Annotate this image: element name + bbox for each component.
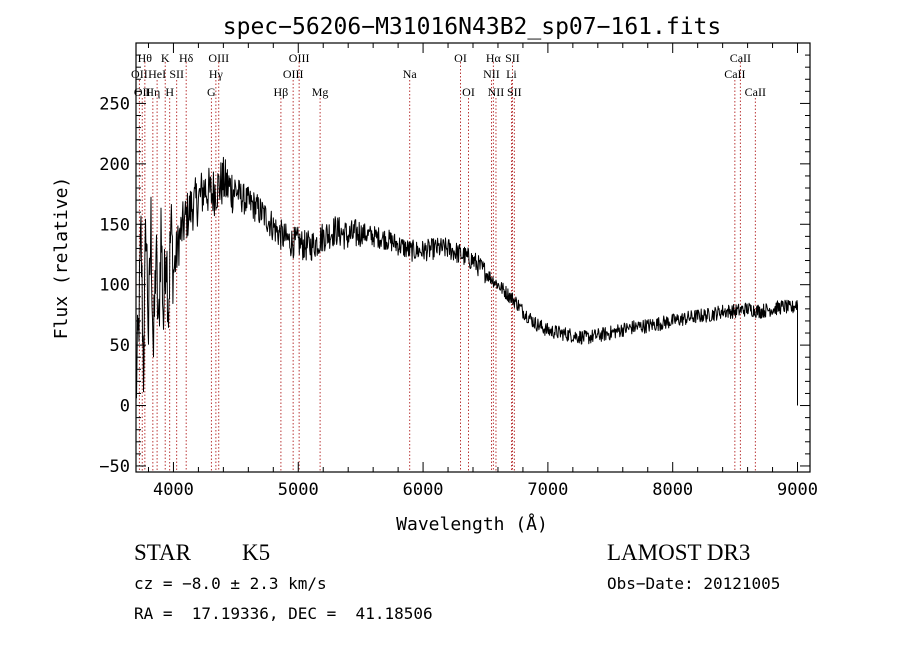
- chart-title: spec−56206−M31016N43B2_sp07−161.fits: [223, 14, 722, 40]
- line-label-18: OI: [462, 85, 475, 99]
- line-label-7: SII: [169, 67, 184, 81]
- line-label-6: H: [165, 85, 174, 99]
- line-label-12: Hβ: [274, 85, 289, 99]
- y-tick-label-6: 250: [99, 94, 130, 114]
- line-label-27: CaII: [745, 85, 766, 99]
- line-label-14: OIII: [289, 51, 310, 65]
- line-label-22: Li: [506, 67, 517, 81]
- y-tick-label-4: 150: [99, 215, 130, 235]
- line-label-11: OIII: [208, 51, 229, 65]
- line-label-25: CaII: [724, 67, 745, 81]
- x-tick-label-3: 7000: [527, 480, 568, 500]
- survey-name: LAMOST DR3: [607, 540, 750, 565]
- line-label-21: NII: [488, 85, 505, 99]
- line-label-8: Hδ: [179, 51, 194, 65]
- line-label-2: Hθ: [138, 51, 153, 65]
- y-tick-label-1: 0: [120, 397, 130, 417]
- emission-line-labels: OII OII Hθ Hη HeI K H SII Hδ G Hγ OIII Hβ OIII OIII Mg N…: [131, 51, 766, 99]
- line-label-0: OII: [131, 67, 148, 81]
- y-tick-label-5: 200: [99, 155, 130, 175]
- line-label-26: CaII: [730, 51, 751, 65]
- y-axis-label: Flux (relative): [51, 177, 72, 340]
- line-label-10: Hγ: [209, 67, 224, 81]
- line-label-4: HeI: [148, 67, 166, 81]
- line-label-1: OII: [134, 85, 151, 99]
- y-tick-label-0: −50: [99, 457, 130, 477]
- line-label-20: Hα: [486, 51, 502, 65]
- y-axis: −50 0 50 100 150 200 250: [99, 54, 810, 477]
- obs-date-text: Obs−Date: 20121005: [607, 574, 780, 593]
- x-axis: 4000 5000 6000 7000 8000 9000: [147, 43, 818, 500]
- y-tick-label-3: 100: [99, 276, 130, 296]
- line-label-5: K: [161, 51, 170, 65]
- flux-series-line: [135, 156, 798, 406]
- line-label-13: OIII: [283, 67, 304, 81]
- line-label-23: SII: [505, 51, 520, 65]
- emission-line-markers: [138, 62, 756, 472]
- coordinates-text: RA = 17.19336, DEC = 41.18506: [134, 604, 433, 623]
- line-label-19: NII: [483, 67, 500, 81]
- x-tick-label-4: 8000: [652, 480, 693, 500]
- x-axis-label: Wavelength (Å): [396, 513, 548, 535]
- x-tick-label-5: 9000: [777, 480, 818, 500]
- object-class: STAR: [134, 540, 192, 565]
- line-label-16: Na: [403, 67, 418, 81]
- y-tick-label-2: 50: [110, 336, 130, 356]
- line-label-17: OI: [454, 51, 467, 65]
- x-tick-label-1: 5000: [278, 480, 319, 500]
- line-label-24: SII: [507, 85, 522, 99]
- x-tick-label-2: 6000: [403, 480, 444, 500]
- x-tick-label-0: 4000: [153, 480, 194, 500]
- object-subclass: K5: [242, 540, 270, 565]
- line-label-9: G: [207, 85, 216, 99]
- line-label-3: Hη: [145, 85, 160, 99]
- redshift-text: cz = −8.0 ± 2.3 km/s: [134, 574, 327, 593]
- line-label-15: Mg: [312, 85, 329, 99]
